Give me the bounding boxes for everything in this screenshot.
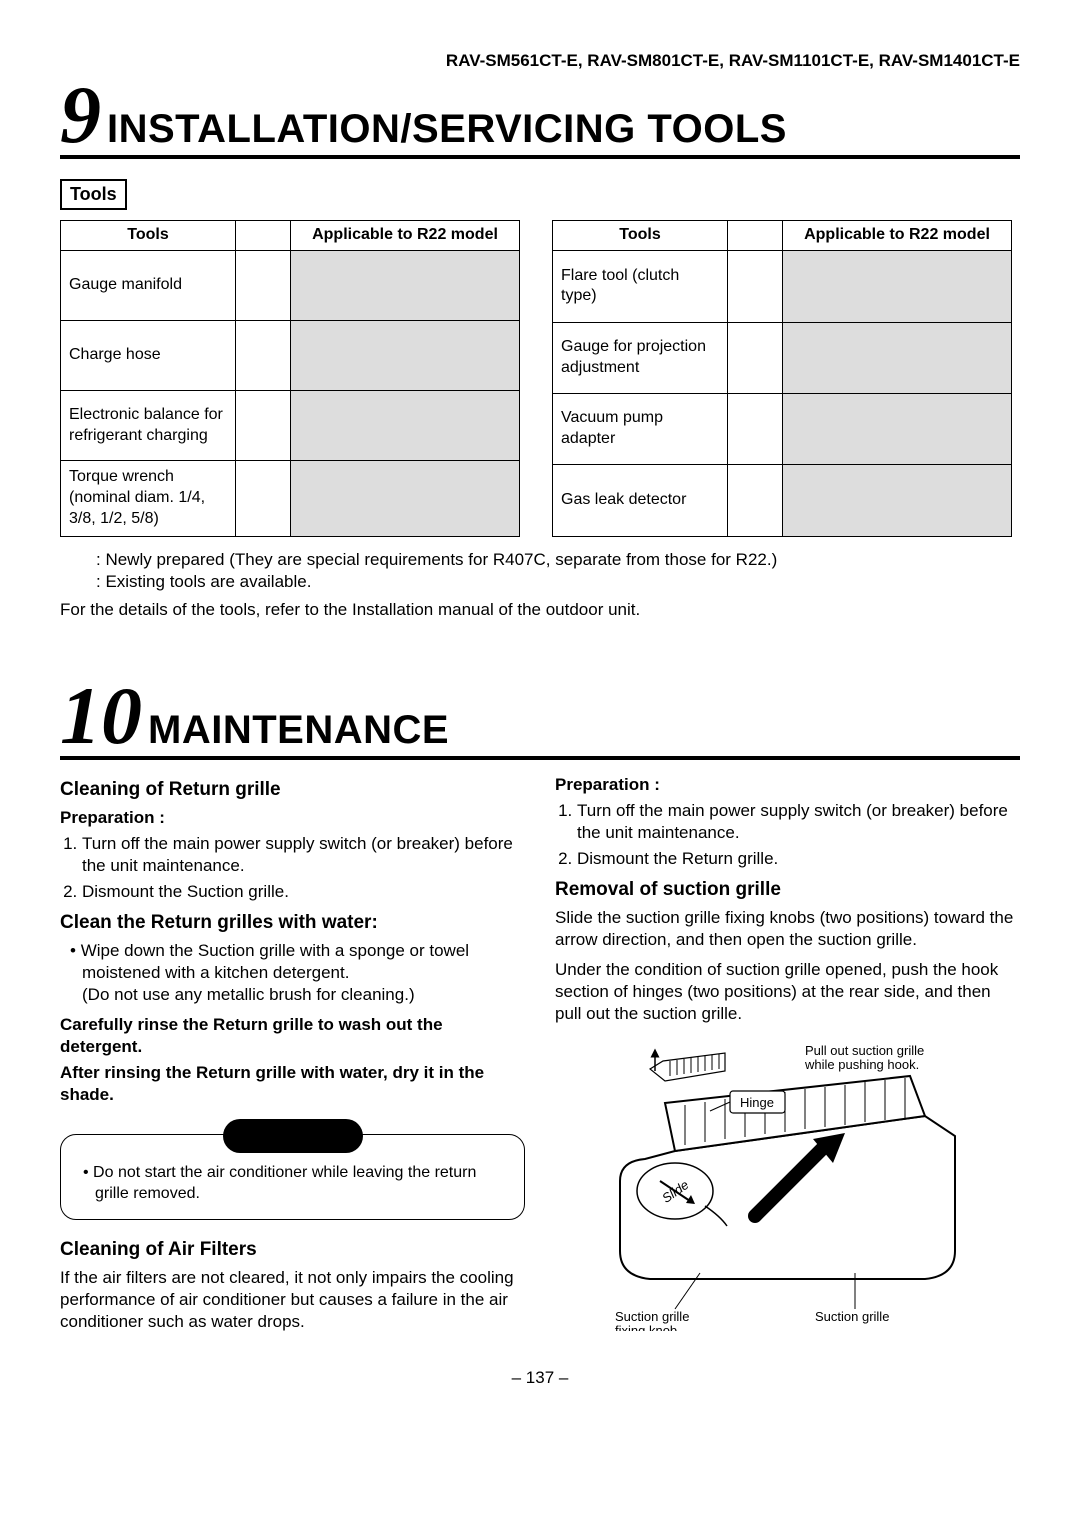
- table-row: Electronic balance for refrigerant charg…: [61, 391, 520, 461]
- list-item: Wipe down the Suction grille with a spon…: [70, 940, 525, 1006]
- caution-text: Do not start the air conditioner while l…: [83, 1163, 508, 1205]
- bullet-list: Wipe down the Suction grille with a spon…: [60, 940, 525, 1006]
- section-10-text: MAINTENANCE: [148, 704, 449, 756]
- table-row: Charge hose: [61, 321, 520, 391]
- tools-table-left: Tools Applicable to R22 model Gauge mani…: [60, 220, 520, 536]
- tools-table-right: Tools Applicable to R22 model Flare tool…: [552, 220, 1012, 536]
- tool-image: [783, 465, 1012, 536]
- list-item: Turn off the main power supply switch (o…: [82, 833, 525, 877]
- page-number: – 137 –: [60, 1367, 1020, 1389]
- tools-detail: For the details of the tools, refer to t…: [60, 599, 1020, 621]
- maintenance-right-col: Preparation : Turn off the main power su…: [555, 770, 1020, 1333]
- caution-pill: [223, 1119, 363, 1153]
- th-applicable: Applicable to R22 model: [783, 221, 1012, 251]
- grille-label: Suction grille: [815, 1309, 889, 1324]
- heading-preparation-right: Preparation :: [555, 774, 1020, 796]
- th-tools: Tools: [61, 221, 236, 251]
- caution-box: Do not start the air conditioner while l…: [60, 1134, 525, 1220]
- prep-list-left: Turn off the main power supply switch (o…: [82, 833, 525, 903]
- knob-label-l2: fixing knob: [615, 1323, 677, 1331]
- table-row: Gauge manifold: [61, 251, 520, 321]
- maintenance-left-col: Cleaning of Return grille Preparation : …: [60, 770, 525, 1333]
- removal-p1: Slide the suction grille fixing knobs (t…: [555, 907, 1020, 951]
- tool-image: [291, 461, 520, 536]
- th-tools: Tools: [553, 221, 728, 251]
- table-row: Torque wrench (nominal diam. 1/4, 3/8, 1…: [61, 461, 520, 536]
- section-9-text: INSTALLATION/SERVICING TOOLS: [107, 103, 787, 155]
- hinge-label: Hinge: [740, 1095, 774, 1110]
- removal-p2: Under the condition of suction grille op…: [555, 959, 1020, 1025]
- section-9-title: 9 INSTALLATION/SERVICING TOOLS: [60, 80, 1020, 159]
- tool-image: [783, 322, 1012, 393]
- pullout-label-line2: while pushing hook.: [804, 1057, 919, 1072]
- pullout-label-line1: Pull out suction grille: [805, 1043, 924, 1058]
- tool-image: [783, 251, 1012, 322]
- table-row: Flare tool (clutch type): [553, 251, 1012, 322]
- model-header: RAV-SM561CT-E, RAV-SM801CT-E, RAV-SM1101…: [60, 50, 1020, 72]
- bold-dry: After rinsing the Return grille with wat…: [60, 1062, 525, 1106]
- bold-rinse: Carefully rinse the Return grille to was…: [60, 1014, 525, 1058]
- heading-preparation-left: Preparation :: [60, 807, 525, 829]
- tool-image: [291, 251, 520, 321]
- heading-clean-water: Clean the Return grilles with water:: [60, 911, 525, 936]
- tool-image: [291, 321, 520, 391]
- heading-removal-suction: Removal of suction grille: [555, 878, 1020, 903]
- list-item: Dismount the Suction grille.: [82, 881, 525, 903]
- suction-grille-diagram: Hinge: [555, 1041, 1020, 1331]
- tools-note-2: : Existing tools are available.: [96, 571, 1020, 593]
- section-10-title: 10 MAINTENANCE: [60, 681, 1020, 760]
- prep-list-right: Turn off the main power supply switch (o…: [577, 800, 1020, 870]
- section-10-number: 10: [60, 681, 142, 751]
- heading-air-filters: Cleaning of Air Filters: [60, 1238, 525, 1263]
- list-item: Turn off the main power supply switch (o…: [577, 800, 1020, 844]
- heading-cleaning-return: Cleaning of Return grille: [60, 778, 525, 803]
- tool-image: [783, 393, 1012, 464]
- tools-note-1: : Newly prepared (They are special requi…: [96, 549, 1020, 571]
- th-blank: [236, 221, 291, 251]
- tools-tables-row: Tools Applicable to R22 model Gauge mani…: [60, 220, 1020, 536]
- tool-image: [291, 391, 520, 461]
- air-filters-paragraph: If the air filters are not cleared, it n…: [60, 1267, 525, 1333]
- th-applicable: Applicable to R22 model: [291, 221, 520, 251]
- table-row: Gauge for projection adjustment: [553, 322, 1012, 393]
- section-9-number: 9: [60, 80, 101, 150]
- list-item: Dismount the Return grille.: [577, 848, 1020, 870]
- table-row: Vacuum pump adapter: [553, 393, 1012, 464]
- knob-label-l1: Suction grille: [615, 1309, 689, 1324]
- th-blank: [728, 221, 783, 251]
- table-row: Gas leak detector: [553, 465, 1012, 536]
- tools-box-label: Tools: [60, 179, 127, 210]
